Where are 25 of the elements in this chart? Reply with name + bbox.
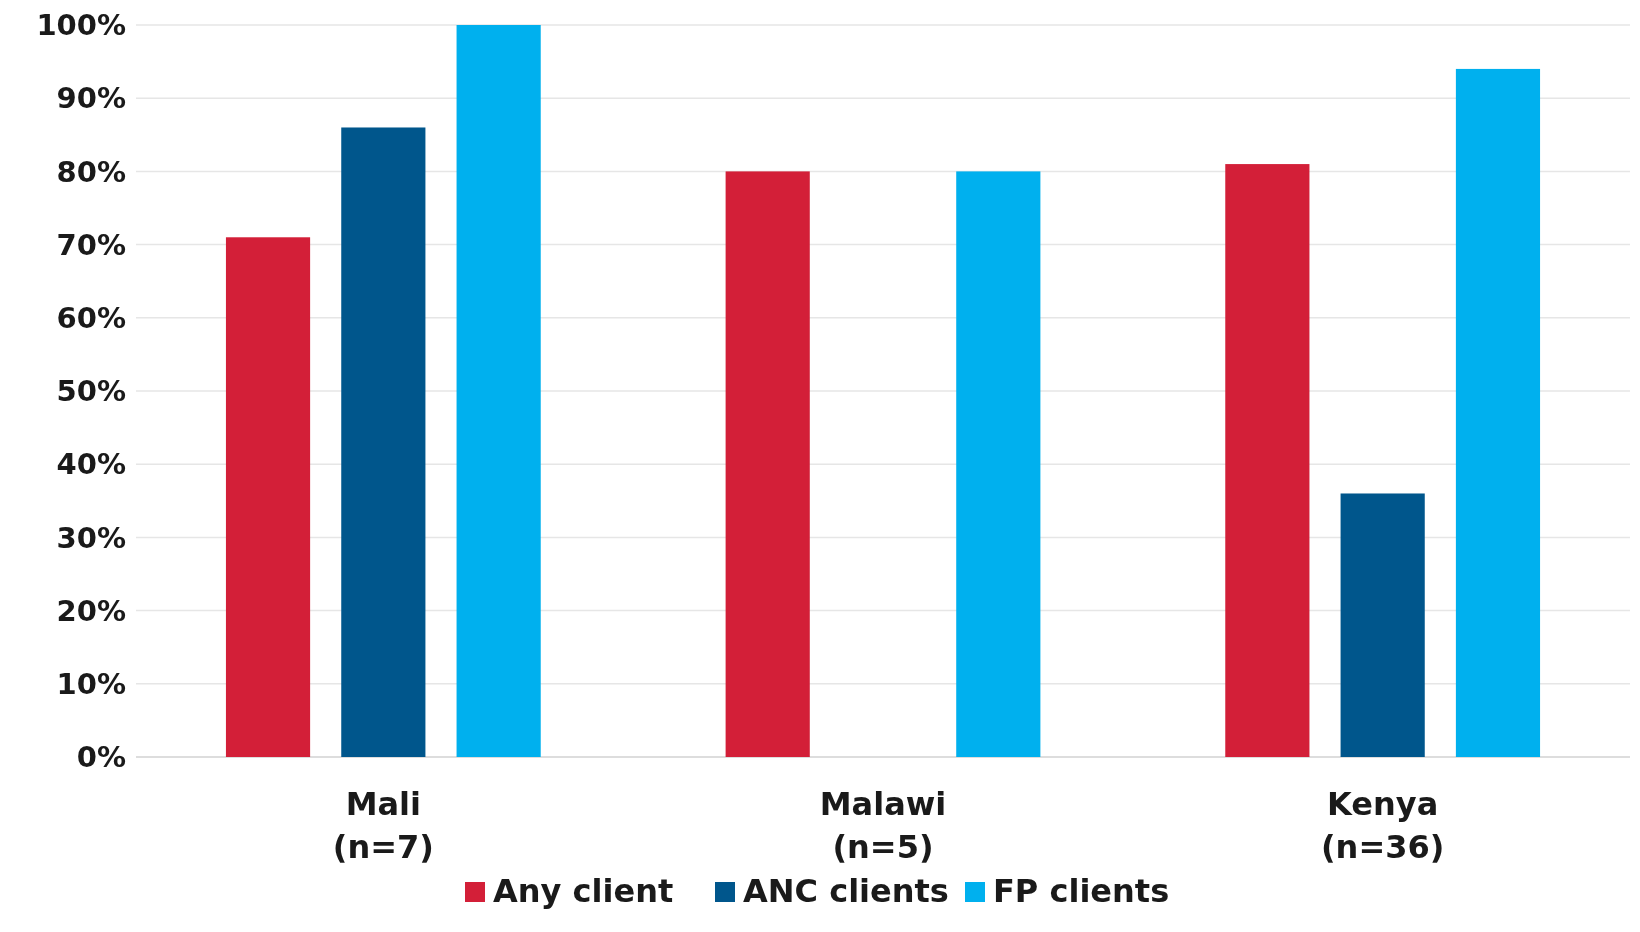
bar (1225, 164, 1310, 757)
bar (1455, 68, 1541, 757)
y-tick-label: 30% (56, 520, 126, 555)
bar (725, 171, 810, 757)
bar (456, 25, 541, 757)
x-tick-label: Malawi (n=5) (819, 785, 947, 866)
y-tick-label: 80% (56, 154, 126, 189)
x-tick-label: Mali (n=7) (332, 785, 434, 866)
legend-label: Any client (493, 872, 674, 910)
y-tick-label: 90% (56, 81, 126, 116)
legend-label: ANC clients (743, 872, 949, 910)
y-tick-label: 100% (36, 8, 126, 43)
y-tick-label: 40% (56, 447, 126, 482)
y-tick-label: 60% (56, 300, 126, 335)
y-tick-label: 50% (56, 374, 126, 409)
legend-label: FP clients (993, 872, 1170, 910)
y-tick-label: 10% (56, 666, 126, 701)
bar (341, 127, 426, 757)
bar (225, 237, 311, 757)
bar (1340, 493, 1425, 757)
bar (956, 171, 1041, 757)
x-tick-label: Kenya (n=36) (1320, 785, 1445, 866)
y-tick-label: 0% (76, 740, 126, 775)
y-tick-label: 70% (56, 227, 126, 262)
y-tick-label: 20% (56, 593, 126, 628)
